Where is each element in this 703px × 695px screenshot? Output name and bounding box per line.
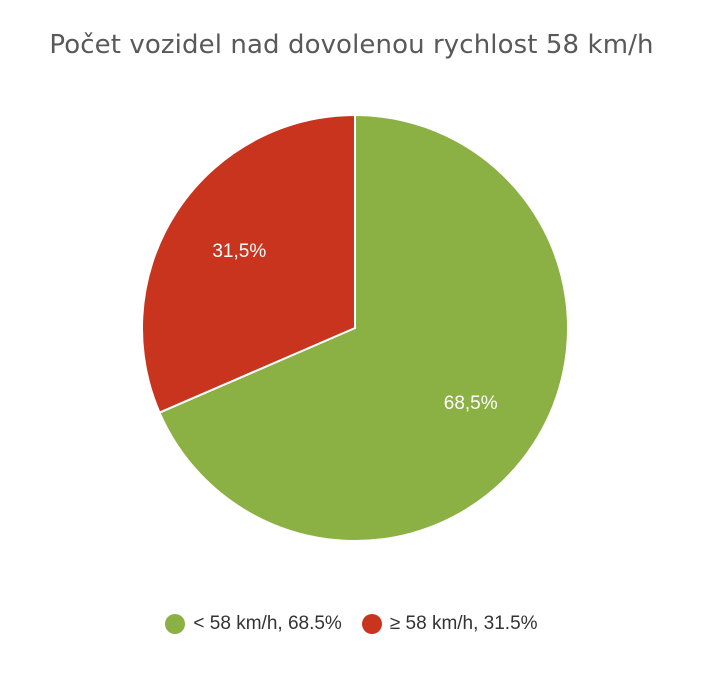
legend-label-above-limit: ≥ 58 km/h, 31.5%	[389, 613, 538, 634]
legend-label-below-limit: < 58 km/h, 68.5%	[193, 613, 342, 634]
slice-label-above-limit: 31,5%	[212, 241, 266, 262]
chart-title: Počet vozidel nad dovolenou rychlost 58 …	[49, 30, 654, 60]
pie-slices	[141, 113, 569, 542]
legend-item-below-limit[interactable]: < 58 km/h, 68.5%	[165, 613, 342, 635]
legend-swatch-above-limit	[361, 614, 382, 634]
pie-labels: 68,5% 31,5%	[212, 241, 497, 414]
legend-swatch-below-limit	[165, 614, 186, 634]
legend-item-above-limit[interactable]: ≥ 58 km/h, 31.5%	[361, 613, 538, 635]
legend: < 58 km/h, 68.5% ≥ 58 km/h, 31.5%	[0, 613, 703, 635]
slice-above-limit[interactable]	[141, 113, 356, 414]
slice-label-below-limit: 68,5%	[444, 393, 498, 414]
slice-below-limit[interactable]	[158, 113, 569, 542]
